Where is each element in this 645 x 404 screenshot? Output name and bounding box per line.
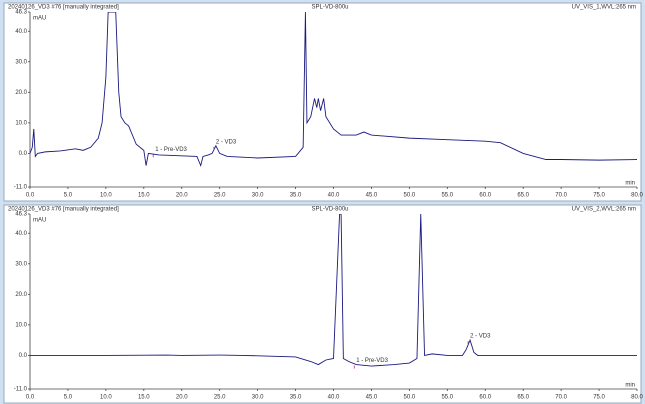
x-tick-label: 5.0 [64,395,73,401]
x-tick-label: 20.0 [176,193,188,199]
y-tick-label: 0.0 [19,151,28,157]
peak-label: 1 - Pre-VD3 [356,358,388,364]
x-tick-label: 25.0 [214,395,226,401]
x-tick-label: 70.0 [555,193,567,199]
x-unit: min [625,383,635,389]
x-tick-label: 80.0 [631,193,643,199]
x-tick-label: 60.0 [479,395,491,401]
x-unit: min [625,181,635,187]
trace [30,214,637,367]
x-tick-label: 45.0 [366,193,378,199]
header-right: UV_VIS_1,WVL:265 nm [572,5,636,11]
chart-panel: 20240126_VD3 #76 [manually integrated] SP… [3,2,643,202]
x-tick-label: 70.0 [555,395,567,401]
x-tick-label: 80.0 [631,395,643,401]
x-tick-label: 65.0 [517,395,529,401]
x-tick-label: 75.0 [593,395,605,401]
peak-label: 1 - Pre-VD3 [155,147,187,153]
header-right: UV_VIS_2,WVL:265 nm [572,207,636,213]
chart-panel: 20240126_VD3 #76 [manually integrated] SP… [3,204,643,404]
x-tick-label: 50.0 [404,193,416,199]
x-tick-label: 60.0 [479,193,491,199]
x-tick-label: 25.0 [214,193,226,199]
y-unit: mAU [33,218,46,224]
panel-background [3,204,642,404]
x-tick-label: 50.0 [404,395,416,401]
x-tick-label: 10.0 [100,193,112,199]
y-tick-label: 40.0 [15,231,27,237]
header-center: SPL-VD-800u [311,5,348,11]
y-tick-label: 46.3 [15,212,27,218]
x-tick-label: 35.0 [290,395,302,401]
y-tick-label: -11.0 [14,185,28,191]
x-tick-label: 5.0 [64,193,73,199]
header-left: 20240126_VD3 #76 [manually integrated] [8,207,119,213]
y-tick-label: 10.0 [15,322,27,328]
x-tick-label: 55.0 [441,395,453,401]
y-tick-label: 30.0 [15,261,27,267]
x-tick-label: 40.0 [328,395,340,401]
x-tick-label: 35.0 [290,193,302,199]
x-tick-label: 20.0 [176,395,188,401]
x-tick-label: 45.0 [366,395,378,401]
x-tick-label: 40.0 [328,193,340,199]
peak-label: 2 - VD3 [470,334,491,340]
y-tick-label: 10.0 [15,120,27,126]
header-left: 20240126_VD3 #76 [manually integrated] [8,5,119,11]
y-tick-label: 0.0 [19,353,28,359]
x-tick-label: 30.0 [252,395,264,401]
header-center: SPL-VD-800u [311,207,348,213]
x-tick-label: 65.0 [517,193,529,199]
x-tick-label: 0.0 [26,193,35,199]
x-tick-label: 15.0 [138,193,150,199]
y-unit: mAU [33,16,46,22]
y-tick-label: 46.3 [15,10,27,16]
peak-label: 2 - VD3 [216,139,237,145]
x-tick-label: 75.0 [593,193,605,199]
x-tick-label: 55.0 [441,193,453,199]
x-tick-label: 30.0 [252,193,264,199]
x-tick-label: 0.0 [26,395,35,401]
y-tick-label: -11.0 [14,387,28,393]
y-tick-label: 30.0 [15,59,27,65]
x-tick-label: 10.0 [100,395,112,401]
y-tick-label: 20.0 [15,90,27,96]
y-tick-label: 40.0 [15,29,27,35]
y-tick-label: 20.0 [15,292,27,298]
x-tick-label: 15.0 [138,395,150,401]
trace [30,12,637,168]
